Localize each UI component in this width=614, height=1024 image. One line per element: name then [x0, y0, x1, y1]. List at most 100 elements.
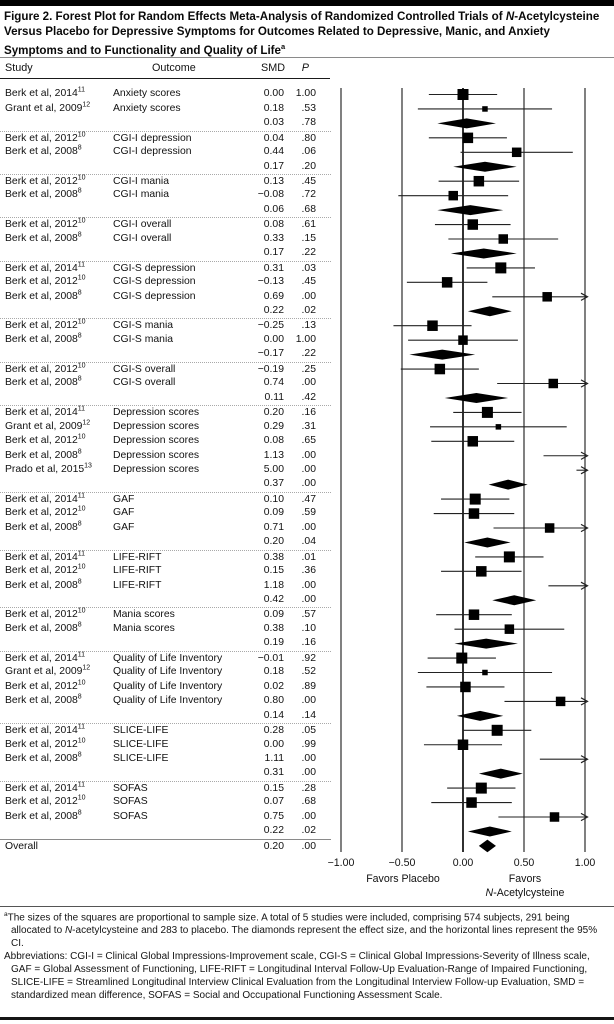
study-smd-square	[468, 508, 480, 519]
p-value: .28	[301, 782, 316, 794]
summary-effect-diamond	[467, 306, 512, 317]
study-smd-square	[548, 378, 559, 389]
study-label: Berk et al, 201411	[5, 651, 86, 664]
p-value: .22	[301, 247, 316, 259]
smd-value: 0.75	[263, 810, 284, 822]
table-row: Berk et al, 201210 Mania scores 0.09 .57	[0, 607, 331, 621]
study-label: Berk et al, 20088	[5, 231, 82, 244]
reference-superscript: 8	[77, 187, 82, 195]
reference-superscript: 8	[77, 332, 82, 340]
table-row: Berk et al, 20088 LIFE-RIFT 1.18 .00	[0, 578, 331, 593]
table-row: Berk et al, 201210 CGI-I depression 0.04 .8…	[0, 130, 331, 145]
smd-value: 0.15	[263, 565, 284, 577]
smd-value: 0.31	[263, 767, 284, 779]
smd-value: 0.00	[263, 738, 284, 750]
smd-value: 0.80	[263, 695, 284, 707]
reference-superscript: 13	[84, 462, 92, 470]
smd-value: 0.08	[263, 435, 284, 447]
table-row: Berk et al, 201210 Depression scores 0.08.…	[0, 434, 331, 448]
study-smd-square	[482, 669, 488, 676]
table-row: Berk et al, 201411 Anxiety scores 0.00 1.00	[0, 87, 331, 101]
outcome-label: CGI-I mania	[113, 175, 170, 187]
reference-superscript: 10	[77, 505, 86, 513]
p-value: .03	[301, 262, 316, 274]
smd-value: 0.20	[263, 407, 284, 419]
p-value: .57	[301, 609, 316, 621]
p-value: .04	[301, 536, 316, 548]
reference-superscript: 10	[77, 563, 86, 571]
study-smd-square	[504, 624, 515, 634]
p-value: .16	[301, 407, 316, 419]
reference-superscript: 10	[77, 274, 86, 282]
p-value: 1.00	[295, 333, 316, 345]
study-smd-square	[511, 147, 522, 158]
study-label: Berk et al, 20088	[5, 578, 82, 591]
x-tick-label: 0.50	[514, 857, 535, 869]
smd-value: 0.03	[263, 117, 284, 129]
study-label: Berk et al, 201411	[5, 550, 86, 563]
table-row: Berk et al, 201210 LIFE-RIFT 0.15 .36	[0, 564, 331, 578]
outcome-label: CGI-S mania	[113, 333, 174, 345]
outcome-label: GAF	[113, 521, 135, 533]
study-smd-square	[427, 320, 438, 331]
axis-label-favors-nac: Favors N-Acetylcysteine	[454, 873, 596, 900]
reference-superscript: 8	[77, 693, 82, 701]
p-value: .00	[301, 752, 316, 764]
smd-value: 0.20	[263, 840, 284, 852]
p-value: .00	[301, 810, 316, 822]
table-row-summary: 0.17 .20	[0, 160, 331, 174]
table-row: Grant et al, 200912 Depression scores 0.29…	[0, 419, 331, 434]
summary-effect-diamond	[478, 768, 523, 779]
study-label: Berk et al, 201210	[5, 794, 86, 808]
p-value: .00	[301, 290, 316, 302]
study-smd-square	[544, 523, 555, 533]
study-label: Berk et al, 201411	[5, 261, 86, 274]
reference-superscript: 12	[82, 101, 91, 109]
table-row: Berk et al, 201411 GAF 0.10 .47	[0, 491, 331, 506]
summary-effect-diamond	[492, 595, 537, 606]
smd-value: 1.11	[264, 752, 284, 764]
x-tick-label: −1.00	[328, 857, 355, 869]
outcome-label: Anxiety scores	[113, 88, 181, 100]
table-row: Berk et al, 20088 CGI-S depression 0.69 .00	[0, 289, 331, 304]
p-value: .16	[301, 637, 316, 649]
outcome-label: CGI-I depression	[113, 132, 192, 144]
reference-superscript: 8	[77, 448, 82, 456]
table-row: Berk et al, 20088 CGI-I overall 0.33 .15	[0, 231, 331, 246]
column-header-p: P	[301, 62, 309, 74]
study-label: Berk et al, 201210	[5, 217, 86, 231]
study-smd-square	[481, 406, 493, 418]
footnote-abbreviations: Abbreviations: CGI-I = Clinical Global I…	[4, 951, 590, 1002]
outcome-label: CGI-I overall	[113, 232, 172, 244]
table-row: Berk et al, 201411 CGI-S depression 0.31 .0…	[0, 260, 331, 275]
study-label: Grant et al, 200912	[5, 101, 91, 114]
reference-superscript: 11	[77, 550, 86, 558]
column-header-outcome: Outcome	[152, 62, 196, 74]
table-row: Berk et al, 20088 SOFAS 0.75 .00	[0, 809, 331, 824]
outcome-label: SOFAS	[113, 810, 148, 822]
study-smd-square	[456, 652, 468, 664]
study-smd-square	[457, 89, 469, 100]
table-row-summary: −0.17 .22	[0, 347, 331, 361]
study-label: Berk et al, 20088	[5, 144, 82, 158]
table-row: Berk et al, 201210 GAF 0.09 .59	[0, 506, 331, 520]
reference-superscript: 11	[77, 651, 86, 659]
p-value: 1.00	[295, 88, 316, 100]
p-value: .00	[301, 449, 316, 461]
column-header-smd: SMD	[261, 62, 285, 74]
smd-value: 0.09	[263, 609, 284, 621]
ci-arrow-right	[580, 379, 589, 388]
favors-nac-rest: -Acetylcysteine	[493, 886, 565, 899]
table-row-summary: 0.19 .16	[0, 636, 331, 650]
table-row: Berk et al, 20088 CGI-I depression 0.44 .06	[0, 145, 331, 159]
table-row: Berk et al, 20088 Mania scores 0.38 .10	[0, 621, 331, 636]
summary-effect-diamond	[450, 248, 517, 259]
outcome-label: LIFE-RIFT	[113, 565, 162, 577]
p-value: .02	[301, 825, 316, 837]
table-row: Berk et al, 201210 CGI-S mania −0.25 .13	[0, 318, 331, 332]
study-smd-square	[482, 106, 488, 112]
p-value: .00	[301, 377, 316, 389]
smd-value: −0.17	[257, 348, 284, 360]
table-row-summary: 0.37 .00	[0, 477, 331, 491]
ci-arrow-right	[580, 812, 589, 822]
